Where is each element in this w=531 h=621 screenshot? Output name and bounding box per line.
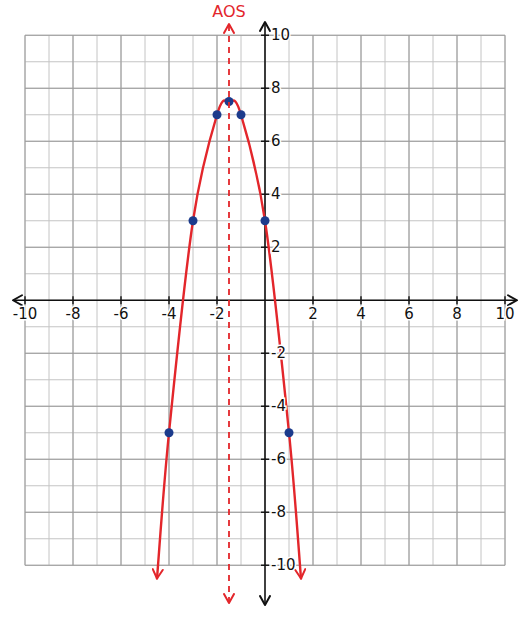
grid-line bbox=[25, 512, 505, 513]
minor-grid-line bbox=[121, 35, 122, 565]
y-tick-label: -6 bbox=[271, 450, 286, 468]
annotation-line bbox=[228, 24, 230, 603]
x-tick-label: 4 bbox=[356, 305, 366, 323]
grid-line bbox=[25, 247, 505, 248]
minor-grid-line bbox=[73, 35, 74, 565]
x-tick-label: -6 bbox=[114, 305, 129, 323]
minor-grid-line bbox=[25, 512, 505, 513]
x-tick bbox=[312, 296, 313, 304]
grid-line bbox=[25, 565, 505, 566]
grid-line bbox=[73, 35, 74, 565]
point bbox=[213, 110, 222, 119]
y-tick-label: 8 bbox=[271, 79, 281, 97]
x-tick bbox=[456, 296, 457, 304]
minor-grid-line bbox=[25, 406, 505, 407]
y-tick bbox=[261, 406, 269, 407]
grid-line bbox=[25, 194, 505, 195]
y-tick-label: -4 bbox=[271, 397, 286, 415]
y-tick bbox=[261, 512, 269, 513]
x-tick bbox=[360, 296, 361, 304]
minor-grid-line bbox=[25, 247, 505, 248]
y-tick-label: 2 bbox=[271, 238, 281, 256]
grid-line bbox=[505, 35, 506, 565]
minor-grid-line bbox=[313, 35, 314, 565]
y-tick-label: 4 bbox=[271, 185, 281, 203]
y-tick-label: 10 bbox=[271, 26, 290, 44]
point bbox=[285, 428, 294, 437]
x-tick bbox=[408, 296, 409, 304]
grid-line bbox=[25, 88, 505, 89]
x-tick bbox=[72, 296, 73, 304]
grid-line bbox=[457, 35, 458, 565]
y-tick-label: -2 bbox=[271, 344, 286, 362]
y-axis bbox=[264, 22, 266, 605]
minor-grid-line bbox=[25, 459, 505, 460]
y-tick-label: 6 bbox=[271, 132, 281, 150]
grid-line bbox=[25, 406, 505, 407]
x-tick bbox=[504, 296, 505, 304]
x-tick bbox=[120, 296, 121, 304]
point bbox=[165, 428, 174, 437]
minor-grid-line bbox=[25, 88, 505, 89]
minor-grid-line bbox=[169, 35, 170, 565]
grid-line bbox=[121, 35, 122, 565]
minor-grid-line bbox=[25, 35, 505, 36]
grid-line bbox=[409, 35, 410, 565]
grid-line bbox=[25, 35, 505, 36]
grid-line bbox=[25, 353, 505, 354]
x-tick-label: -10 bbox=[13, 305, 38, 323]
y-tick bbox=[261, 88, 269, 89]
minor-grid-line bbox=[361, 35, 362, 565]
grid-line bbox=[25, 141, 505, 142]
x-tick bbox=[168, 296, 169, 304]
x-tick-label: -2 bbox=[210, 305, 225, 323]
y-tick-label: -8 bbox=[271, 503, 286, 521]
y-tick bbox=[261, 565, 269, 566]
annotation-label: AOS bbox=[212, 2, 245, 21]
minor-grid-line bbox=[25, 194, 505, 195]
minor-grid-line bbox=[25, 35, 26, 565]
x-tick-label: 2 bbox=[308, 305, 318, 323]
point bbox=[261, 216, 270, 225]
x-tick bbox=[24, 296, 25, 304]
point bbox=[237, 110, 246, 119]
x-tick-label: -8 bbox=[66, 305, 81, 323]
x-tick-label: -4 bbox=[162, 305, 177, 323]
y-tick bbox=[261, 194, 269, 195]
minor-grid-line bbox=[25, 353, 505, 354]
grid-line bbox=[313, 35, 314, 565]
minor-grid-line bbox=[409, 35, 410, 565]
chart: AOS -10 -8 -6 -4 -2 2 4 6 8 10 -10 -8 -6 -4 -2 2 4 6 8 10 bbox=[0, 0, 531, 621]
y-tick bbox=[261, 353, 269, 354]
x-tick-label: 10 bbox=[495, 305, 514, 323]
x-tick-label: 8 bbox=[452, 305, 462, 323]
minor-grid-line bbox=[457, 35, 458, 565]
grid-line bbox=[25, 35, 26, 565]
minor-grid-line bbox=[505, 35, 506, 565]
y-tick bbox=[261, 141, 269, 142]
grid-line bbox=[169, 35, 170, 565]
point bbox=[189, 216, 198, 225]
grid-line bbox=[25, 459, 505, 460]
minor-grid-line bbox=[25, 565, 505, 566]
y-tick bbox=[261, 459, 269, 460]
grid-line bbox=[361, 35, 362, 565]
y-tick bbox=[261, 35, 269, 36]
x-tick-label: 6 bbox=[404, 305, 414, 323]
minor-grid-line bbox=[25, 141, 505, 142]
y-tick-label: -10 bbox=[271, 556, 296, 574]
x-tick bbox=[216, 296, 217, 304]
